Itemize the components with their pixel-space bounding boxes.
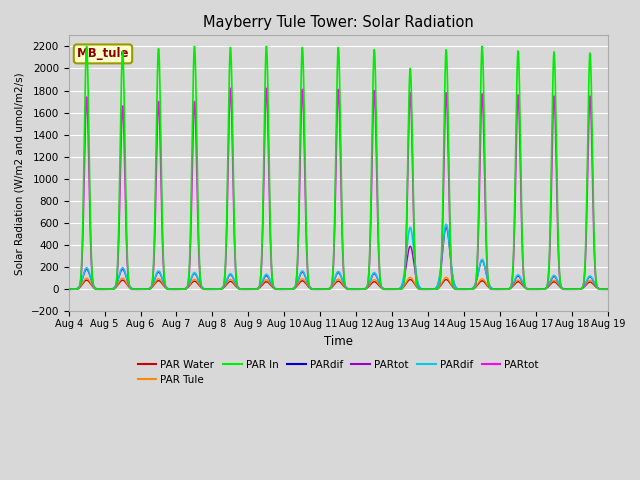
Title: Mayberry Tule Tower: Solar Radiation: Mayberry Tule Tower: Solar Radiation	[203, 15, 474, 30]
Text: MB_tule: MB_tule	[77, 48, 129, 60]
Y-axis label: Solar Radiation (W/m2 and umol/m2/s): Solar Radiation (W/m2 and umol/m2/s)	[15, 72, 25, 275]
X-axis label: Time: Time	[324, 335, 353, 348]
Legend: PAR Water, PAR Tule, PAR In, PARdif, PARtot, PARdif, PARtot: PAR Water, PAR Tule, PAR In, PARdif, PAR…	[133, 355, 543, 389]
